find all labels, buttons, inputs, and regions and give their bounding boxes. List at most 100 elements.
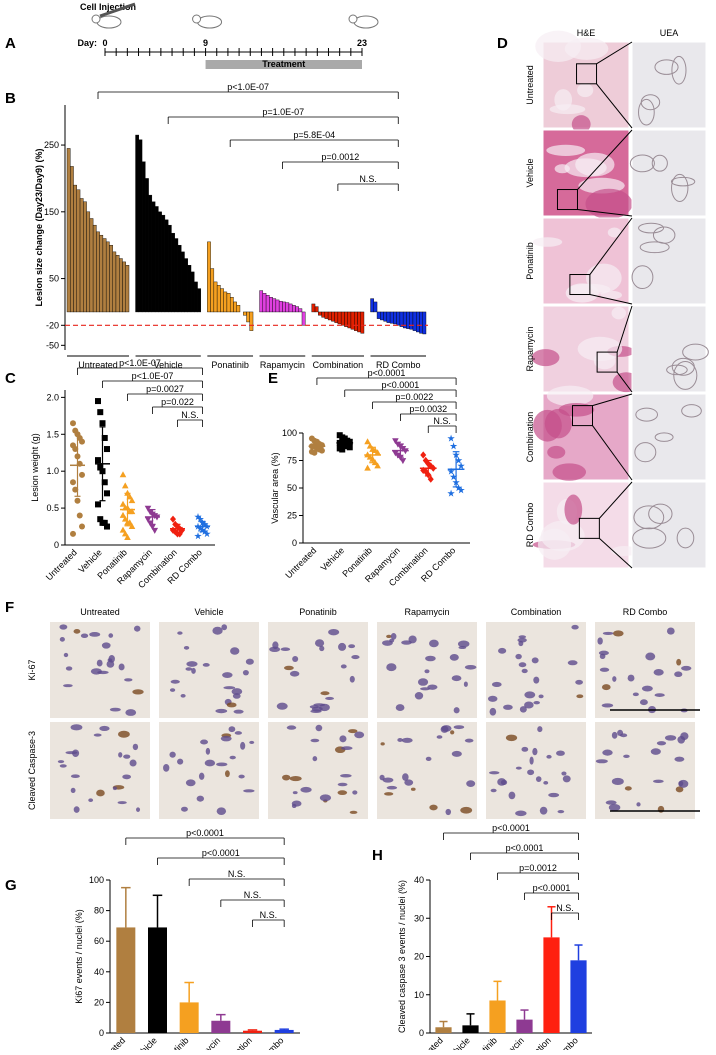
nucleus: [460, 806, 473, 814]
nucleus: [337, 790, 348, 796]
nucleus: [185, 779, 196, 787]
bar: [435, 1027, 452, 1033]
nucleus: [681, 665, 692, 671]
bar: [164, 219, 169, 313]
nucleus: [537, 726, 543, 733]
nucleus: [617, 729, 624, 737]
bar: [216, 285, 221, 313]
nucleus: [286, 725, 297, 730]
day-label: 9: [203, 38, 208, 48]
bar: [370, 298, 374, 313]
bar: [259, 290, 264, 313]
bar: [265, 295, 270, 313]
point: [101, 434, 108, 441]
point: [449, 442, 458, 450]
vessel: [651, 154, 668, 172]
y-tick-label: 250: [44, 140, 59, 150]
uea-image: [631, 41, 707, 129]
tissue: [537, 528, 572, 560]
nucleus: [315, 724, 323, 732]
nucleus: [487, 695, 498, 702]
vessel: [638, 98, 655, 126]
bar: [396, 311, 401, 326]
bar: [376, 311, 381, 319]
comparison-label: p<0.0001: [506, 843, 544, 853]
nucleus: [289, 775, 302, 782]
nucleus: [602, 749, 613, 756]
bar: [70, 166, 74, 313]
nucleus: [382, 777, 394, 783]
nucleus: [408, 635, 417, 644]
vessel: [670, 176, 696, 187]
nucleus: [249, 740, 255, 744]
vessel: [632, 527, 667, 549]
bar: [190, 271, 195, 313]
nucleus: [451, 675, 462, 682]
nucleus: [292, 791, 298, 795]
nucleus: [397, 738, 403, 742]
injection-label: Cell Injection: [80, 2, 136, 12]
nucleus: [424, 669, 430, 674]
nucleus: [276, 702, 288, 710]
bar: [184, 258, 188, 313]
nucleus: [678, 780, 684, 787]
nucleus: [463, 681, 468, 687]
bar: [331, 311, 335, 322]
nucleus: [515, 766, 522, 770]
nucleus: [73, 629, 81, 634]
point: [311, 449, 318, 456]
nucleus: [215, 708, 228, 714]
point: [79, 438, 85, 445]
group-label: Ponatinib: [211, 360, 249, 370]
nucleus: [234, 731, 243, 735]
bar: [86, 211, 91, 313]
nucleus: [292, 655, 299, 663]
nucleus: [124, 678, 133, 682]
x-tick-label: Untreated: [44, 547, 79, 582]
bar: [360, 311, 365, 334]
bar: [389, 311, 394, 324]
bar: [171, 232, 175, 313]
nucleus: [200, 739, 209, 745]
nucleus: [611, 777, 624, 786]
x-tick-label: Untreated: [283, 545, 318, 580]
nucleus: [220, 735, 232, 742]
comparison-label: p=0.0022: [395, 392, 433, 402]
nucleus: [508, 791, 516, 800]
bar: [177, 244, 182, 313]
point: [144, 516, 152, 523]
nucleus: [676, 658, 682, 666]
point: [399, 458, 407, 465]
nucleus: [202, 663, 210, 667]
point: [176, 530, 183, 538]
point: [454, 484, 463, 492]
bar: [288, 303, 293, 313]
y-tick-label: 0: [419, 1028, 424, 1038]
bar: [291, 305, 296, 313]
mouse-head: [348, 14, 358, 24]
row-label: Cleaved Caspase-3: [27, 731, 37, 810]
tissue: [535, 30, 582, 62]
comparison-label: p=0.0012: [519, 863, 557, 873]
nucleus: [597, 637, 603, 645]
tissue: [577, 336, 623, 362]
bar: [422, 311, 427, 335]
bar: [179, 1002, 199, 1033]
point: [454, 456, 463, 464]
point: [151, 527, 159, 534]
tissue: [546, 385, 594, 407]
bar: [324, 311, 329, 319]
nucleus: [489, 707, 497, 716]
nucleus: [386, 634, 392, 639]
point: [119, 526, 127, 533]
nucleus: [395, 704, 405, 712]
nucleus: [611, 731, 618, 739]
nucleus: [229, 755, 236, 760]
nucleus: [380, 742, 385, 746]
nucleus: [96, 789, 105, 797]
row-label: Combination: [525, 412, 535, 463]
comparison-label: p<0.0001: [368, 368, 406, 378]
point: [128, 522, 136, 529]
y-tick-label: 10: [414, 990, 424, 1000]
point: [104, 490, 110, 497]
